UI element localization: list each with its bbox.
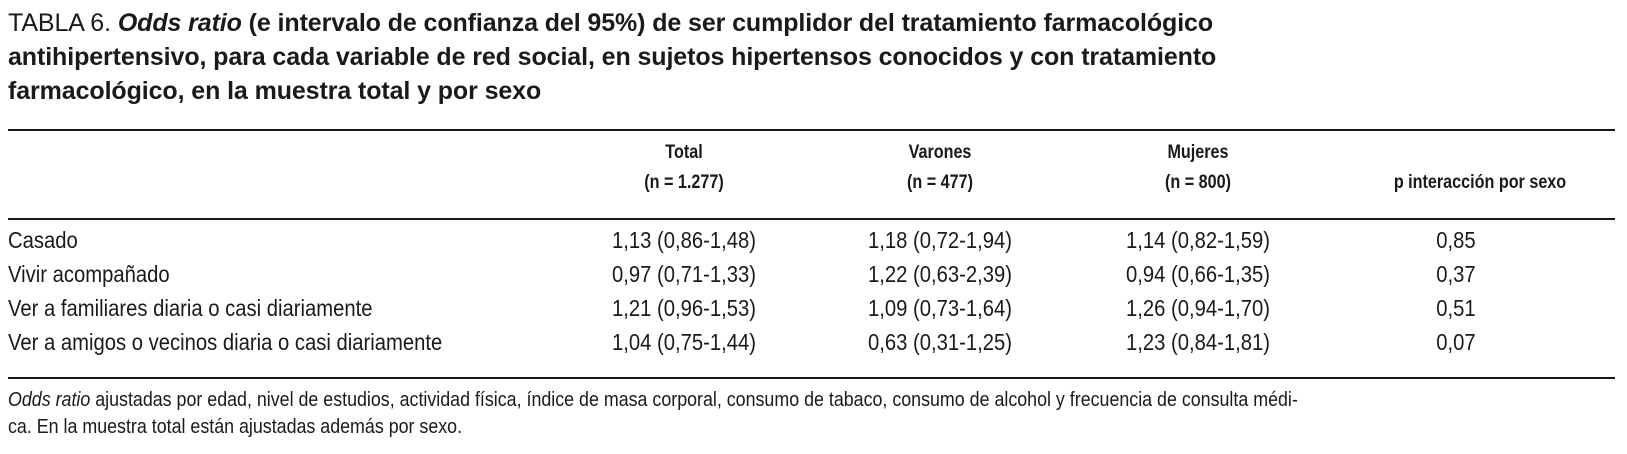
row-label: Casado [8,227,78,253]
table-footnote: Odds ratio ajustadas por edad, nivel de … [8,386,1615,440]
col-header-p-label: p interacción por sexo [1393,172,1567,193]
col-header-p-interaccion: p interacción por sexo [1353,168,1608,198]
row-label: Ver a amigos o vecinos diaria o casi dia… [8,329,443,355]
cell-varones: 1,22 (0,63-2,39) [867,261,1013,287]
table-row: Casado 1,13 (0,86-1,48) 1,18 (0,72-1,94)… [8,223,1615,258]
title-line-3: farmacológico, en la muestra total y por… [8,77,542,105]
table-title: TABLA 6. Odds ratio (e intervalo de conf… [8,2,1623,108]
cell-total: 1,13 (0,86-1,48) [611,227,757,253]
footnote-italic: Odds ratio [8,388,91,411]
row-label: Vivir acompañado [8,261,170,287]
title-prefix: TABLA 6. [8,9,118,37]
table-row: Ver a amigos o vecinos diaria o casi dia… [8,325,1615,360]
col-header-varones-label: Varones [908,142,972,163]
top-rule [8,129,1615,131]
cell-mujeres: 1,26 (0,94-1,70) [1125,295,1271,321]
cell-total: 0,97 (0,71-1,33) [611,261,757,287]
cell-varones: 1,09 (0,73-1,64) [867,295,1013,321]
cell-varones: 1,18 (0,72-1,94) [867,227,1013,253]
cell-varones: 0,63 (0,31-1,25) [867,329,1013,355]
cell-p: 0,51 [1436,295,1476,321]
title-italic: Odds ratio [117,9,242,37]
row-label: Ver a familiares diaria o casi diariamen… [8,295,373,321]
title-line-1: TABLA 6. Odds ratio (e intervalo de conf… [8,6,1623,40]
cell-mujeres: 1,23 (0,84-1,81) [1125,329,1271,355]
col-header-total: Total (n = 1.277) [574,138,795,198]
bottom-rule [8,377,1615,379]
col-header-varones: Varones (n = 477) [830,138,1051,198]
footnote-line-1: Odds ratio ajustadas por edad, nivel de … [8,386,1615,413]
cell-p: 0,07 [1436,329,1476,355]
table-row: Ver a familiares diaria o casi diariamen… [8,291,1615,326]
cell-p: 0,85 [1436,227,1476,253]
col-header-mujeres-label: Mujeres [1167,142,1229,163]
title-rest-line-1: (e intervalo de confianza del 95%) de se… [241,9,1214,37]
col-header-mujeres-sub: (n = 800) [1165,172,1231,193]
cell-mujeres: 1,14 (0,82-1,59) [1125,227,1271,253]
footnote-line-1-rest: ajustadas por edad, nivel de estudios, a… [90,388,1298,411]
cell-total: 1,04 (0,75-1,44) [611,329,757,355]
cell-p: 0,37 [1436,261,1476,287]
title-line-2: antihipertensivo, para cada variable de … [8,43,1217,71]
col-header-varones-sub: (n = 477) [907,172,973,193]
header-rule [8,218,1615,220]
cell-mujeres: 0,94 (0,66-1,35) [1125,261,1271,287]
table-row: Vivir acompañado 0,97 (0,71-1,33) 1,22 (… [8,257,1615,292]
col-header-total-sub: (n = 1.277) [644,172,724,193]
cell-total: 1,21 (0,96-1,53) [611,295,757,321]
col-header-total-label: Total [665,142,703,163]
footnote-line-2: ca. En la muestra total están ajustadas … [8,415,463,438]
col-header-mujeres: Mujeres (n = 800) [1088,138,1309,198]
table-figure: TABLA 6. Odds ratio (e intervalo de conf… [0,2,1623,438]
